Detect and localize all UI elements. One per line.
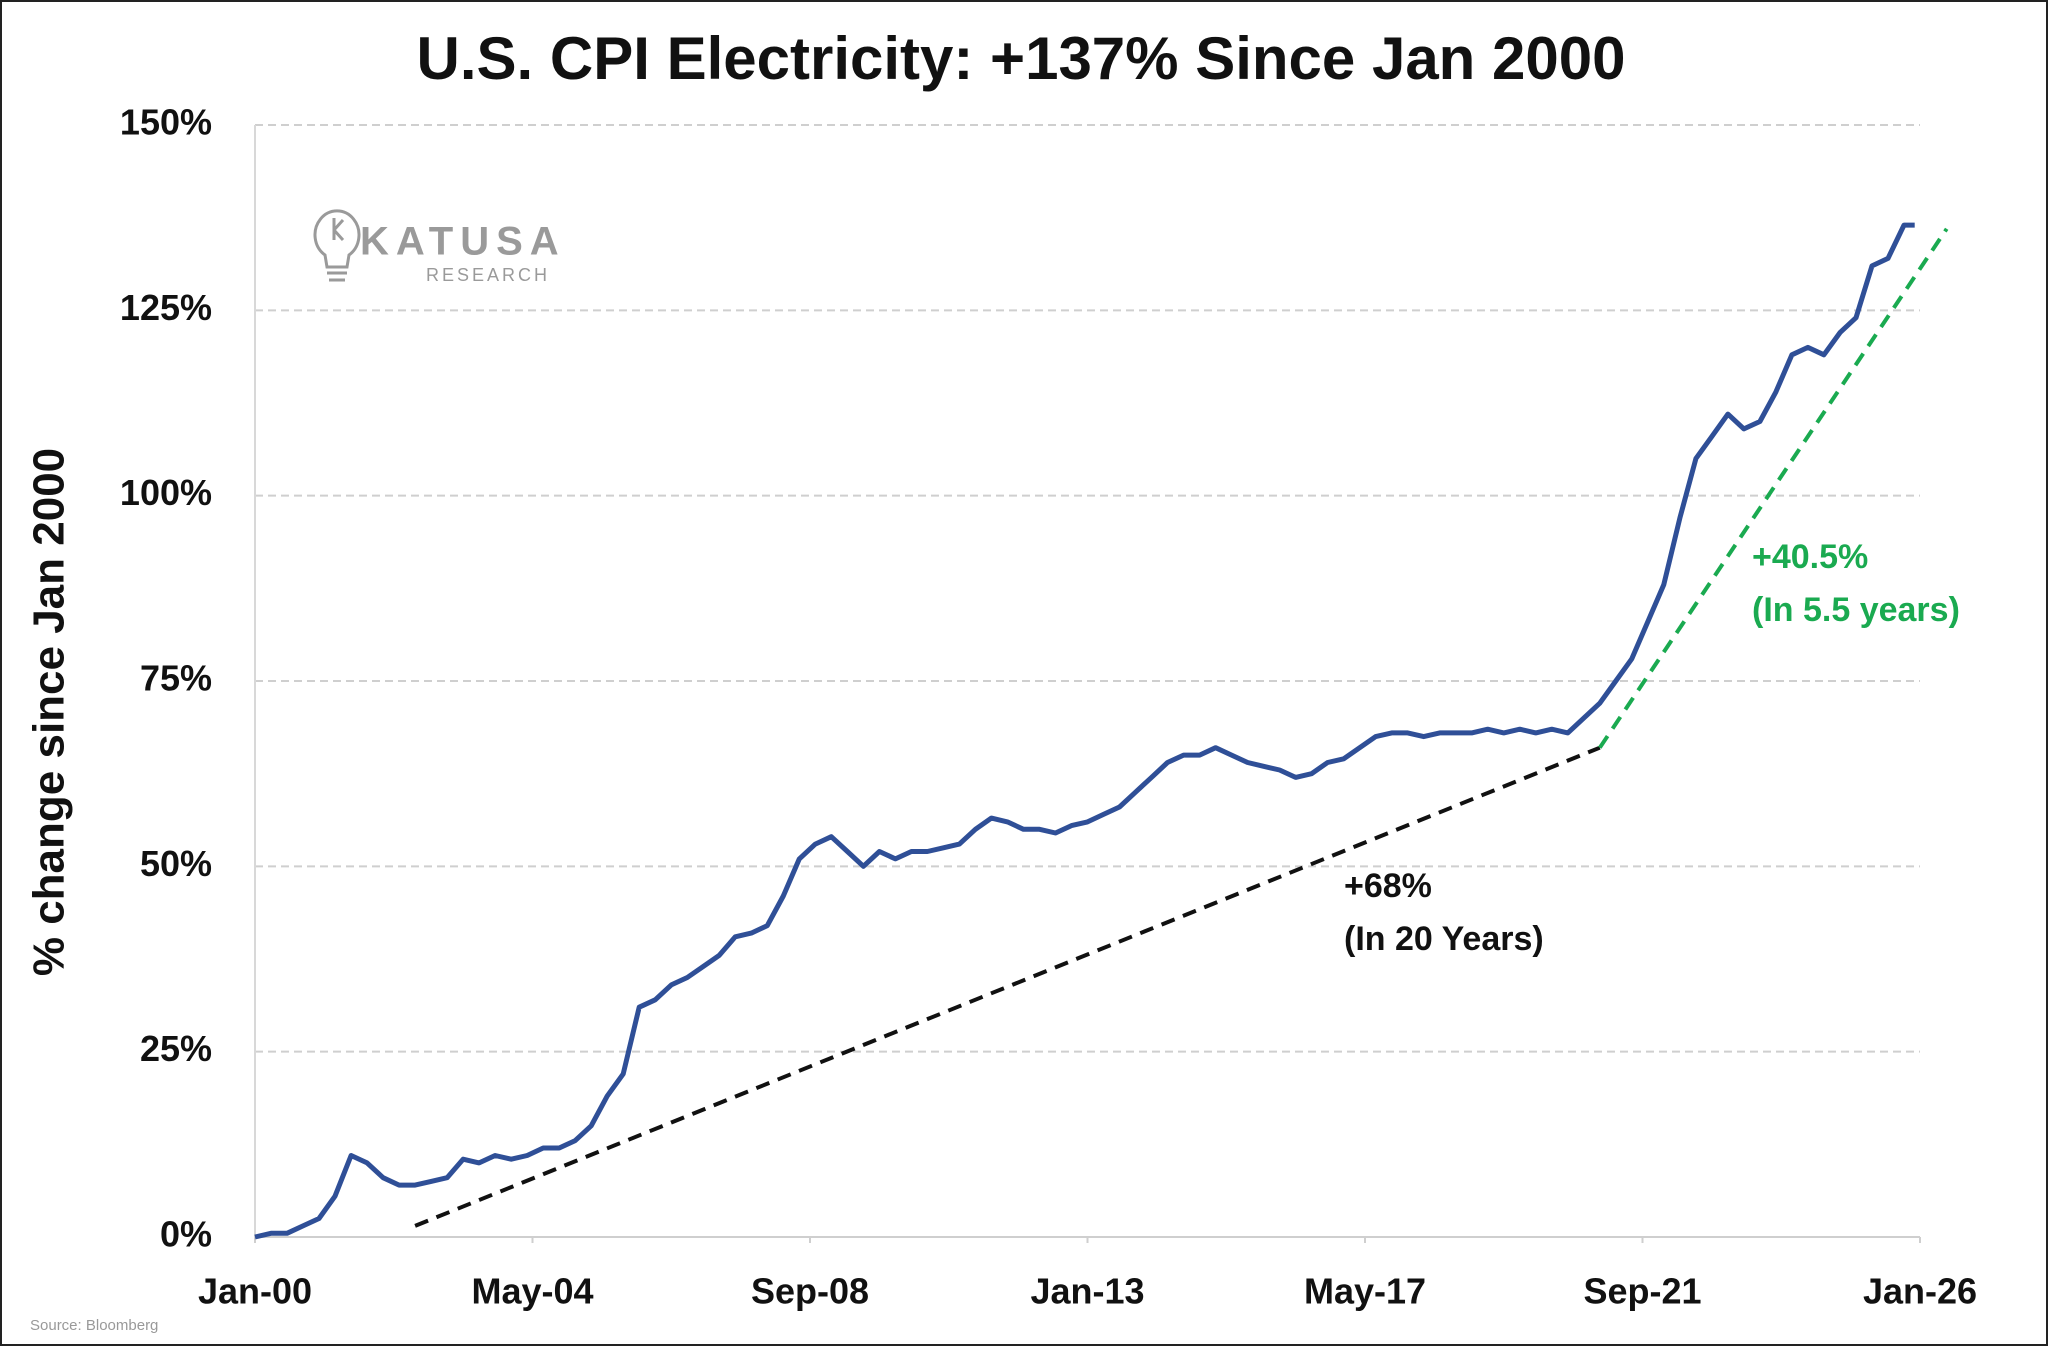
- bulb-k: [332, 218, 345, 242]
- watermark-name: KATUSA: [360, 220, 566, 264]
- annotation: +68%: [1344, 867, 1432, 905]
- y-axis-label: % change since Jan 2000: [25, 448, 74, 976]
- x-tick-label: Jan-26: [1863, 1271, 1977, 1312]
- x-tick-label: May-04: [471, 1271, 593, 1312]
- trend-line: [414, 745, 1601, 1228]
- x-tick-label: May-17: [1304, 1271, 1426, 1312]
- x-tick-label: Sep-21: [1583, 1271, 1701, 1312]
- x-tick-label: Jan-13: [1030, 1271, 1144, 1312]
- y-tick-label: 125%: [120, 287, 212, 328]
- y-tick-label: 0%: [160, 1214, 212, 1255]
- x-tick-label: Sep-08: [751, 1271, 869, 1312]
- bulb-icon: [313, 209, 361, 269]
- y-tick-label: 150%: [120, 102, 212, 143]
- watermark-subtitle: RESEARCH: [426, 265, 550, 285]
- trend-line: [1598, 227, 1949, 749]
- annotation: (In 20 Years): [1344, 920, 1544, 958]
- annotation: +40.5%: [1752, 538, 1868, 576]
- chart-title: U.S. CPI Electricity: +137% Since Jan 20…: [417, 25, 1626, 92]
- y-tick-label: 75%: [140, 658, 212, 699]
- watermark: [313, 209, 361, 282]
- annotation: (In 5.5 years): [1752, 591, 1960, 629]
- y-tick-label: 25%: [140, 1028, 212, 1069]
- data-line: [254, 222, 1915, 1240]
- source-note: Source: Bloomberg: [30, 1317, 158, 1334]
- x-tick-label: Jan-00: [198, 1271, 312, 1312]
- y-tick-label: 50%: [140, 843, 212, 884]
- y-tick-label: 100%: [120, 472, 212, 513]
